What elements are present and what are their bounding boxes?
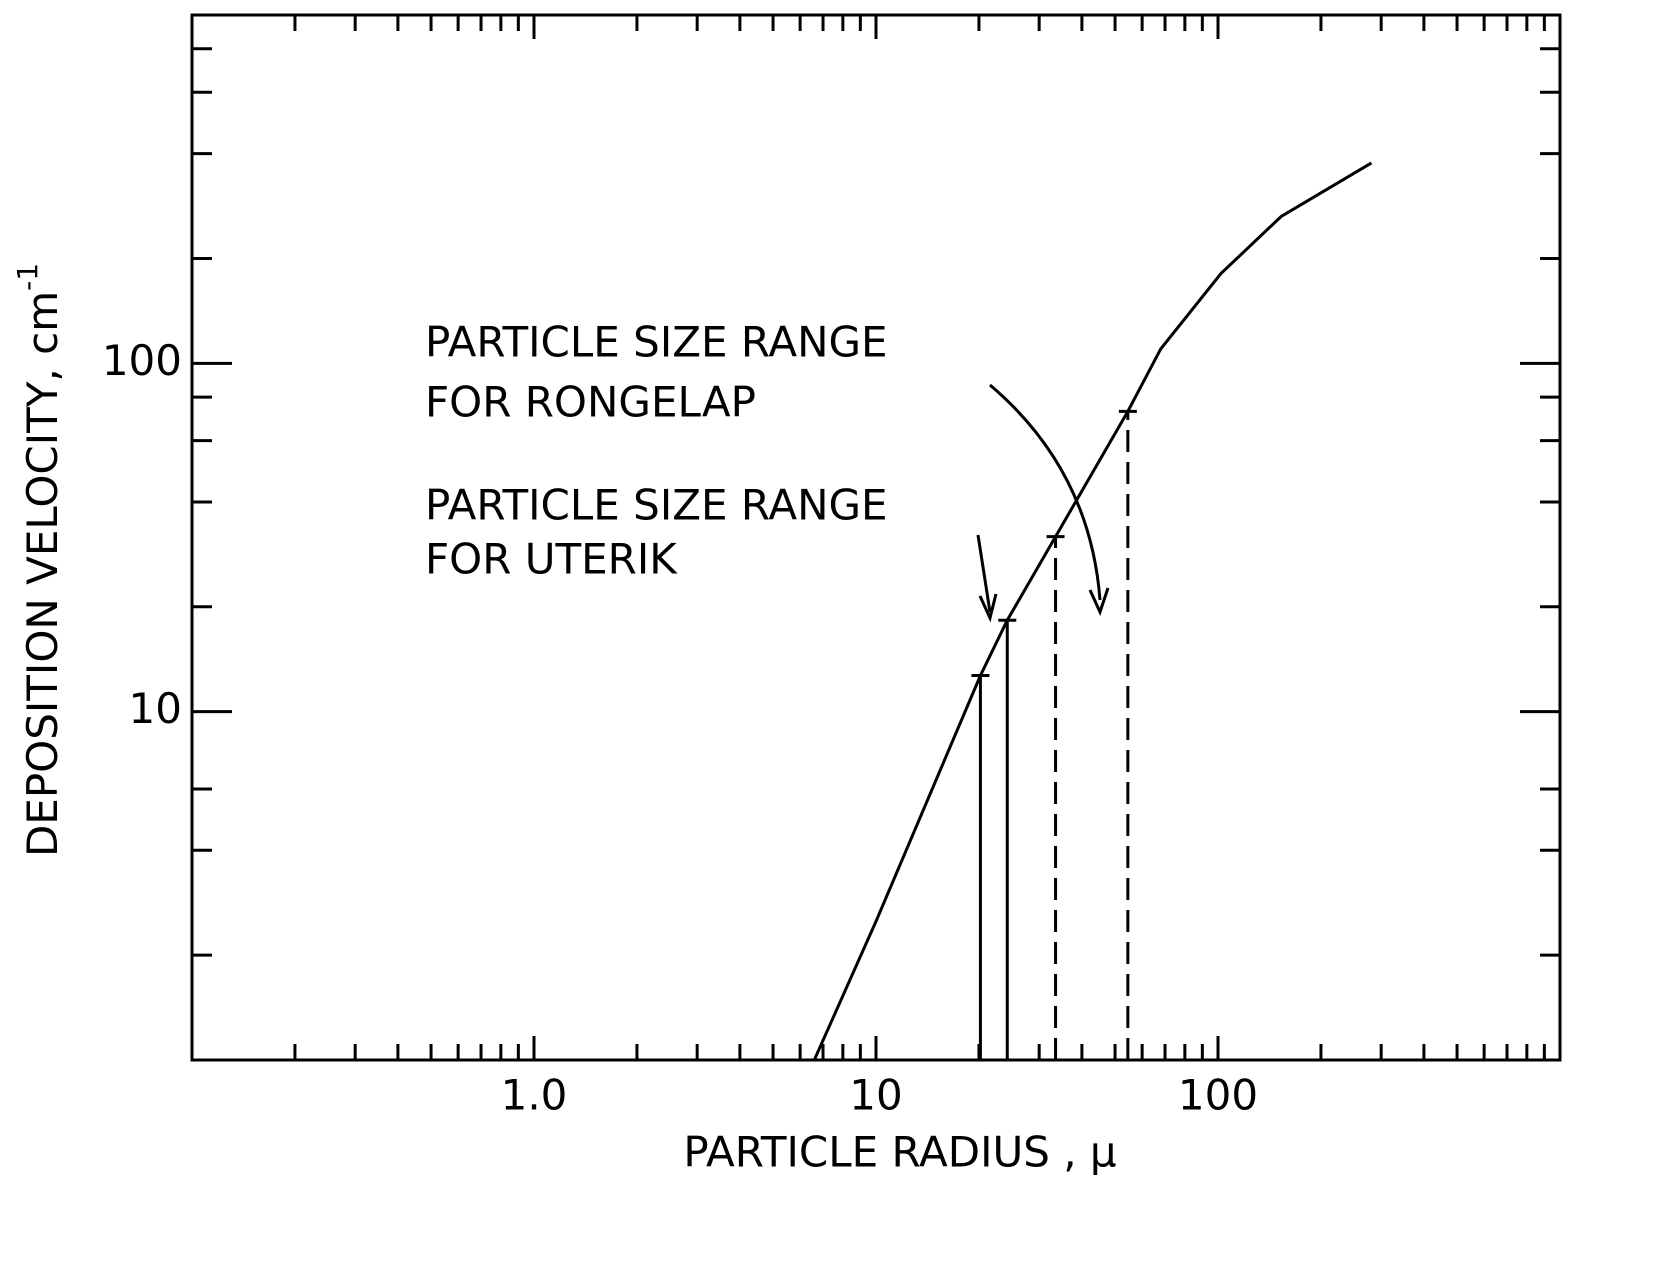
arrowhead xyxy=(978,593,998,623)
annotation: FOR UTERIK xyxy=(425,535,678,584)
arrowhead xyxy=(1088,587,1110,617)
x-axis-label: PARTICLE RADIUS , μ xyxy=(683,1128,1116,1177)
annotation: PARTICLE SIZE RANGE xyxy=(425,481,888,530)
curve xyxy=(812,161,1373,1061)
arrow xyxy=(976,534,992,613)
y-tick-label: 10 xyxy=(129,684,182,733)
y-tick-label: 100 xyxy=(102,336,182,385)
annotation: FOR RONGELAP xyxy=(425,378,756,427)
arrow xyxy=(989,383,1102,601)
y-axis-label-sup: -1 xyxy=(11,263,44,291)
y-axis-label: DEPOSITION VELOCITY, cm-1 xyxy=(11,263,67,857)
x-tick-label: 1.0 xyxy=(501,1071,568,1120)
x-tick-label: 10 xyxy=(849,1071,902,1120)
y-axis-label-main: DEPOSITION VELOCITY, cm xyxy=(18,291,67,857)
x-tick-label: 100 xyxy=(1178,1071,1258,1120)
annotation: PARTICLE SIZE RANGE xyxy=(425,318,888,367)
